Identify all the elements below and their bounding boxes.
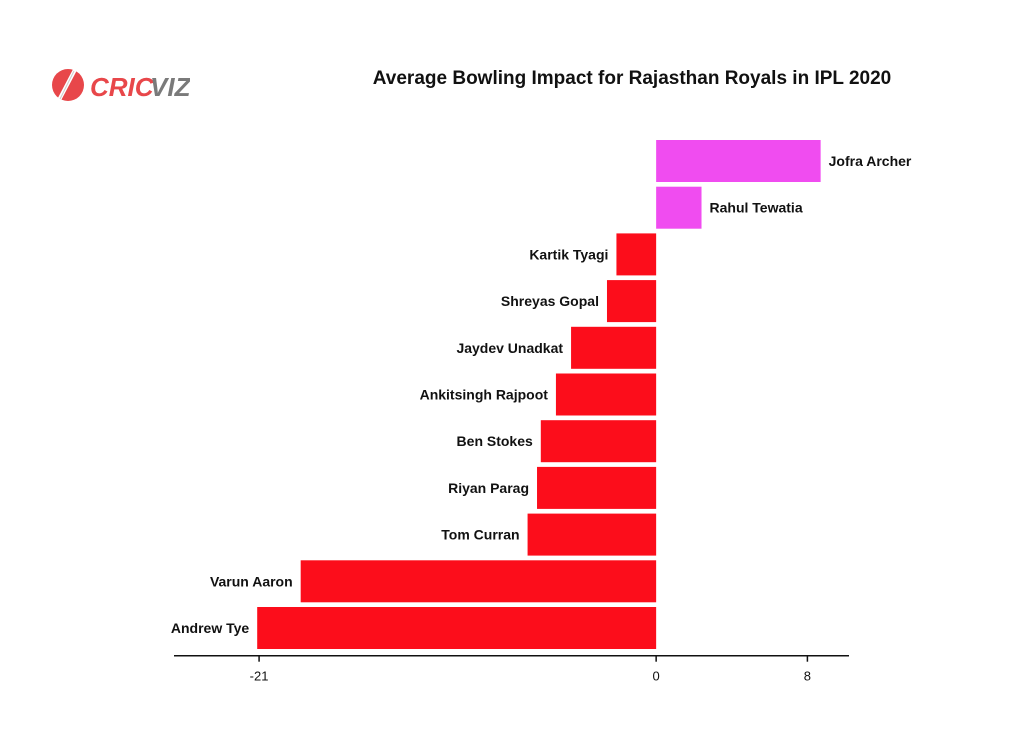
bar-label-jaydev-unadkat: Jaydev Unadkat [456,340,563,356]
bar-andrew-tye [257,607,657,649]
x-tick-label-0: 0 [653,669,660,684]
bar-jaydev-unadkat [571,326,657,369]
bar-label-ankitsingh-rajpoot: Ankitsingh Rajpoot [420,387,549,403]
bar-label-kartik-tyagi: Kartik Tyagi [529,246,608,262]
bar-label-jofra-archer: Jofra Archer [829,153,912,169]
bar-label-rahul-tewatia: Rahul Tewatia [710,200,803,216]
cricviz-logo: CRIC VIZ [50,58,192,110]
bar-riyan-parag [537,466,657,509]
x-tick-label--21: -21 [250,669,269,684]
cricket-bat-ball-icon: CRIC VIZ [52,63,192,103]
bar-label-riyan-parag: Riyan Parag [448,480,529,496]
logo-text-left: CRIC [90,72,155,102]
bar-label-andrew-tye: Andrew Tye [171,620,250,636]
bar-label-ben-stokes: Ben Stokes [457,433,533,449]
bar-label-varun-aaron: Varun Aaron [210,573,293,589]
bar-label-tom-curran: Tom Curran [441,527,519,543]
logo-text-right: VIZ [150,72,190,102]
bars-group: Jofra Archer Rahul Tewatia Kartik Tyagi Shr… [171,140,912,649]
bar-jofra-archer [656,140,821,182]
x-axis: -21 0 8 [174,654,849,684]
bar-label-shreyas-gopal: Shreyas Gopal [501,293,599,309]
bar-shreyas-gopal [606,280,657,323]
x-tick-label-8: 8 [804,669,811,684]
bar-varun-aaron [300,560,657,603]
bar-rahul-tewatia [656,186,702,229]
bar-tom-curran [527,513,657,556]
bar-ankitsingh-rajpoot [555,373,657,416]
bar-kartik-tyagi [616,233,657,276]
bar-ben-stokes [540,420,657,463]
chart-title: Average Bowling Impact for Rajasthan Roy… [373,68,891,89]
